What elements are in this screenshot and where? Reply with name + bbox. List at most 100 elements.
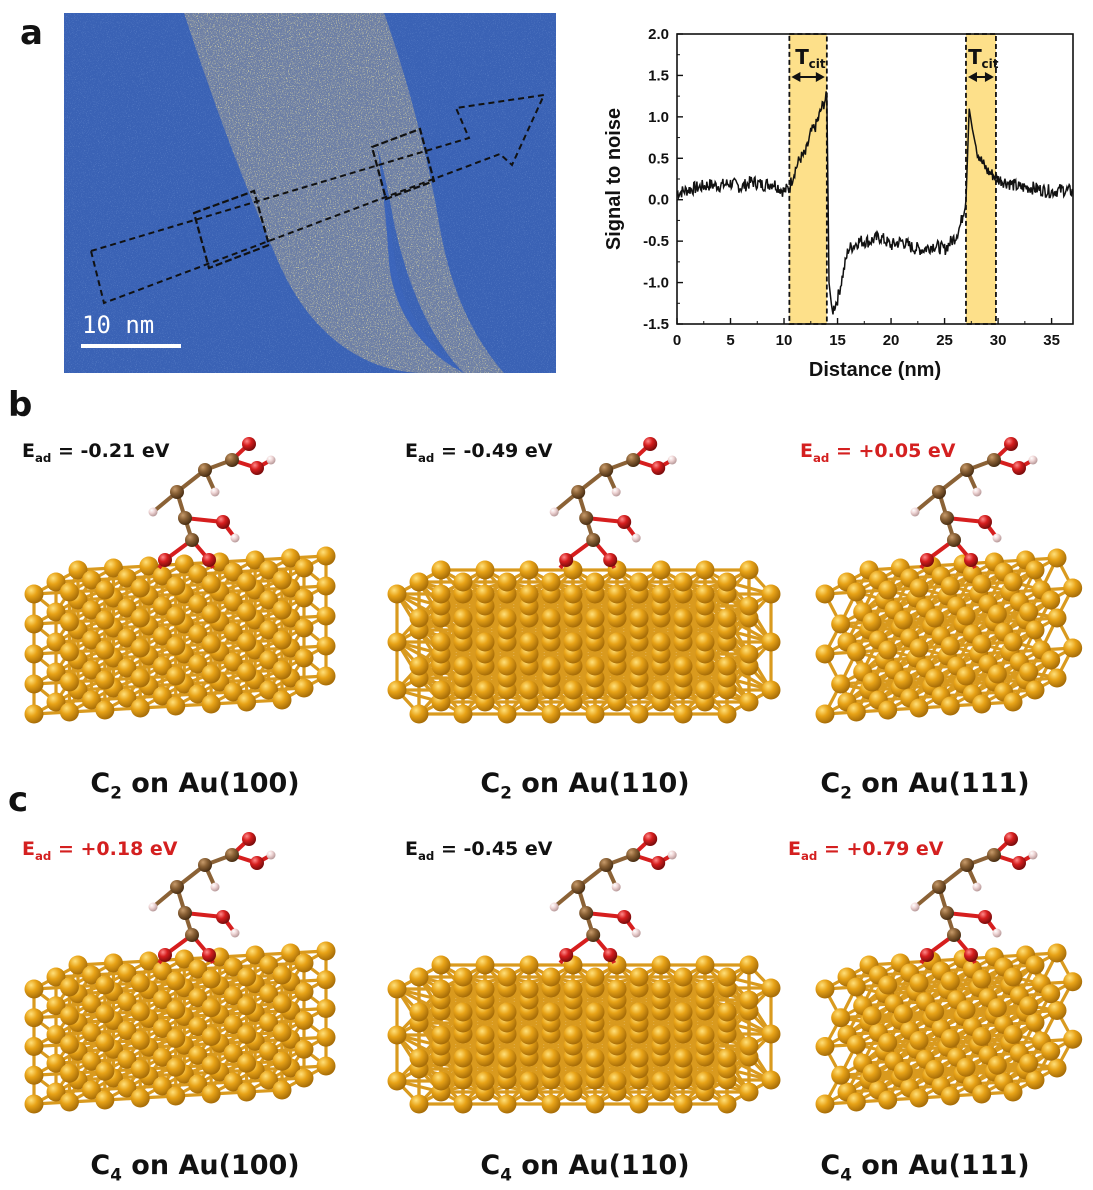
- au-atom: [294, 1068, 314, 1088]
- oxygen-atom: [250, 856, 264, 870]
- oxygen-atom: [158, 553, 172, 567]
- x-tick-label: 5: [726, 332, 734, 349]
- au-atom: [519, 560, 539, 580]
- au-atom: [316, 546, 336, 566]
- au-atom: [294, 953, 314, 973]
- au-atom: [117, 1078, 137, 1098]
- au-atom: [409, 608, 429, 628]
- au-atom: [81, 570, 101, 590]
- structure-image-c2-au111: [815, 437, 1083, 724]
- x-tick-label: 35: [1043, 332, 1060, 349]
- hydrogen-atom: [210, 487, 220, 497]
- au-atom: [201, 1084, 221, 1104]
- au-atom: [761, 584, 781, 604]
- au-atom: [81, 660, 101, 680]
- hydrogen-atom: [230, 928, 240, 938]
- au-atom: [909, 698, 929, 718]
- au-atom: [152, 1076, 172, 1096]
- au-atom: [519, 680, 539, 700]
- au-atom: [117, 688, 137, 708]
- au-atom: [259, 1041, 279, 1061]
- au-atom: [81, 1080, 101, 1100]
- au-atom: [909, 638, 929, 658]
- au-atom: [152, 961, 172, 981]
- au-atom: [1025, 560, 1045, 580]
- oxygen-atom: [603, 553, 618, 567]
- au-atom: [166, 1057, 186, 1077]
- au-atom: [152, 1047, 172, 1067]
- band-label-sub: cit: [809, 57, 826, 71]
- au-atom: [259, 955, 279, 975]
- carbon-atom: [178, 906, 192, 920]
- au-atom: [139, 951, 159, 971]
- au-atom: [237, 692, 257, 712]
- au-atom: [431, 632, 451, 652]
- au-atom: [237, 1053, 257, 1073]
- au-atom: [940, 696, 960, 716]
- au-atom: [95, 700, 115, 720]
- au-atom: [272, 630, 292, 650]
- au-atom: [272, 1051, 292, 1071]
- chart-svg: 0 5 10 15 20 25 30 35 -1.5 -1.0 -0.5 0.0 0.5 1.0 1.5 2.…: [603, 26, 1074, 381]
- au-atom: [223, 562, 243, 582]
- au-atom: [166, 1086, 186, 1106]
- au-atom: [585, 572, 605, 592]
- au-atom: [166, 971, 186, 991]
- hydrogen-atom: [910, 507, 920, 517]
- au-atom: [166, 606, 186, 626]
- au-atom: [152, 596, 172, 616]
- au-atom: [24, 1065, 44, 1085]
- au-atom: [475, 584, 495, 604]
- au-atom: [294, 558, 314, 578]
- hydrogen-atom: [148, 902, 158, 912]
- oxygen-atom: [643, 437, 658, 451]
- au-atom: [117, 1049, 137, 1069]
- au-atom: [24, 1037, 44, 1056]
- au-atom: [717, 572, 737, 592]
- au-atom: [1063, 578, 1083, 598]
- x-tick-label: 20: [883, 332, 900, 349]
- au-atom: [59, 1063, 79, 1083]
- au-atom: [956, 606, 976, 626]
- carbon-atom: [599, 463, 614, 477]
- au-atom: [201, 604, 221, 624]
- au-atom: [188, 654, 208, 674]
- au-atom: [294, 1011, 314, 1030]
- au-atom: [188, 594, 208, 614]
- au-atom: [387, 680, 407, 700]
- au-atom: [201, 634, 221, 654]
- au-atom: [629, 656, 649, 676]
- y-tick-label: 1.0: [648, 109, 669, 126]
- au-atom: [563, 680, 583, 700]
- au-atom: [272, 994, 292, 1014]
- au-atom: [519, 632, 539, 652]
- au-atom: [387, 632, 407, 652]
- au-atom: [81, 994, 101, 1014]
- roi-box-right: [370, 127, 436, 201]
- hydrogen-atom: [611, 487, 621, 497]
- oxygen-atom: [216, 515, 230, 529]
- panel-letter-c: c: [8, 780, 29, 820]
- au-atom: [431, 680, 451, 700]
- au-atom: [201, 574, 221, 594]
- au-atom: [893, 670, 913, 690]
- au-atom: [24, 644, 44, 664]
- au-atom: [46, 996, 66, 1016]
- au-atom: [272, 570, 292, 590]
- au-atom: [453, 608, 473, 628]
- au-atom: [59, 702, 79, 722]
- au-atom: [259, 680, 279, 700]
- au-atom: [245, 550, 265, 570]
- au-atom: [846, 702, 866, 722]
- au-atom: [46, 1053, 66, 1073]
- au-atom: [1025, 620, 1045, 640]
- au-atom: [940, 576, 960, 596]
- au-atom: [316, 606, 336, 626]
- y-tick-label: 0.0: [648, 192, 669, 209]
- au-atom: [188, 1074, 208, 1094]
- au-atom: [59, 1035, 79, 1054]
- au-atom: [878, 640, 898, 660]
- au-atom: [409, 572, 429, 592]
- oxygen-atom: [242, 437, 256, 451]
- structure-image-c2-au110: [387, 437, 781, 724]
